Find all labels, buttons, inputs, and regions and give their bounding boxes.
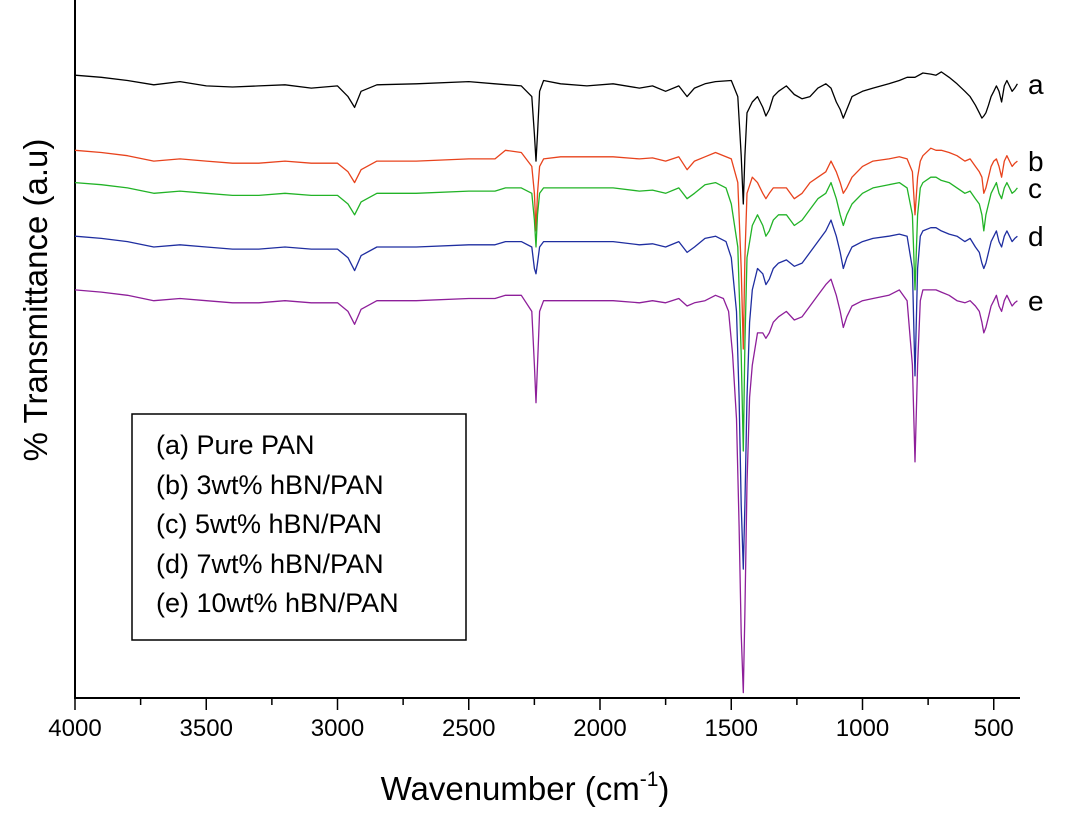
x-tick-label: 4000 (48, 715, 101, 742)
legend-entry-d: (d) 7wt% hBN/PAN (156, 549, 384, 579)
legend-entry-a: (a) Pure PAN (156, 430, 315, 460)
series-tag-b: b (1028, 146, 1044, 177)
legend-entry-e: (e) 10wt% hBN/PAN (156, 588, 399, 618)
series-line-d (74, 219, 1018, 570)
x-tick-label: 2000 (573, 715, 626, 742)
x-tick-label: 1500 (705, 715, 758, 742)
x-tick-label: 3000 (311, 715, 364, 742)
series-tag-a: a (1028, 69, 1044, 100)
series-tags: a bcd e (1028, 69, 1044, 317)
x-tick-label: 1000 (836, 715, 889, 742)
legend-entry-c: (c) 5wt% hBN/PAN (156, 509, 382, 539)
legend-box (131, 413, 467, 641)
x-axis-title-sup: -1 (640, 768, 659, 791)
series-tag-e: e (1028, 286, 1044, 317)
series-line-b (74, 147, 1018, 350)
series-layer (74, 71, 1018, 694)
series-line-a (74, 71, 1018, 205)
x-tick-label: 500 (974, 715, 1014, 742)
series-tag-c: c (1028, 173, 1042, 204)
series-tag-d: d (1028, 221, 1044, 252)
x-axis-ticks: 4000 3500 3000 2500 2000 1500 1000 500 (48, 698, 1014, 742)
x-axis-title: Wavenumber (cm-1) (381, 768, 670, 807)
series-line-e (74, 278, 1018, 694)
x-axis-title-close: ) (658, 770, 669, 807)
x-axis-title-main: Wavenumber (cm (381, 770, 640, 807)
y-axis-title: % Transmittance (a.u) (17, 139, 54, 462)
series-line-c (74, 176, 1018, 452)
legend: (a) Pure PAN (b) 3wt% hBN/PAN (c) 5wt% h… (131, 413, 467, 641)
x-tick-label: 3500 (180, 715, 233, 742)
legend-entry-b: (b) 3wt% hBN/PAN (156, 470, 384, 500)
x-tick-label: 2500 (442, 715, 495, 742)
